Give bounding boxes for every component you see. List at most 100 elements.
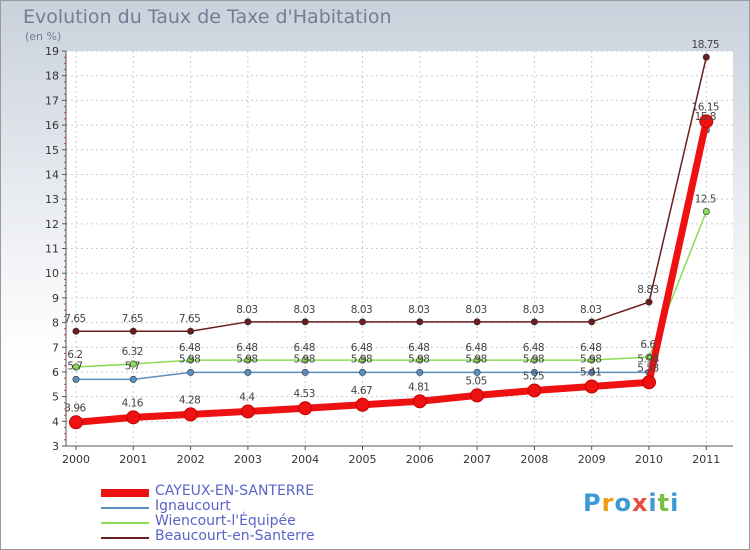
data-label: 4.81 xyxy=(408,381,429,393)
legend-swatch xyxy=(101,489,149,497)
x-tick-label: 2010 xyxy=(635,453,663,466)
x-tick-label: 2003 xyxy=(234,453,262,466)
x-tick-label: 2007 xyxy=(463,453,491,466)
data-label: 3.96 xyxy=(64,402,86,414)
data-label: 6.48 xyxy=(523,342,544,354)
data-point xyxy=(358,368,366,376)
data-label: 8.03 xyxy=(294,304,315,316)
data-point xyxy=(412,394,427,409)
data-label: 6.48 xyxy=(408,342,429,354)
data-point xyxy=(301,318,309,326)
data-label: 4.4 xyxy=(239,391,255,403)
data-label: 6.48 xyxy=(351,342,372,354)
y-tick-label: 15 xyxy=(45,144,59,157)
data-point xyxy=(187,356,195,364)
data-point xyxy=(416,356,424,364)
data-label: 5.98 xyxy=(294,353,315,365)
legend-label: Ignaucourt xyxy=(155,498,231,514)
data-label: 6.32 xyxy=(122,346,143,358)
unit-label: (en %) xyxy=(25,30,62,43)
data-label: 6.48 xyxy=(294,342,315,354)
proxiti-logo: Proxiti xyxy=(583,489,679,517)
data-label: 7.65 xyxy=(64,313,85,325)
data-label: 8.03 xyxy=(351,304,372,316)
x-tick-label: 2001 xyxy=(119,453,147,466)
logo-letter: i xyxy=(670,489,680,517)
data-label: 8.83 xyxy=(637,284,658,296)
logo-letter: i xyxy=(648,489,658,517)
data-point xyxy=(473,318,481,326)
data-point xyxy=(530,318,538,326)
series-line-0 xyxy=(75,120,710,426)
data-point xyxy=(355,397,370,412)
data-label: 5.41 xyxy=(580,367,601,379)
data-point xyxy=(129,375,137,383)
data-point xyxy=(301,356,309,364)
data-point xyxy=(240,404,255,419)
data-label: 5.05 xyxy=(465,375,486,387)
data-point xyxy=(530,356,538,364)
data-point xyxy=(129,360,137,368)
y-tick-label: 14 xyxy=(45,168,59,181)
y-tick-label: 19 xyxy=(45,45,59,58)
data-point xyxy=(530,368,538,376)
data-point xyxy=(527,383,542,398)
series-line-2 xyxy=(75,211,707,368)
data-label: 5.7 xyxy=(125,360,140,372)
data-label: 5.98 xyxy=(236,353,257,365)
y-tick-label: 12 xyxy=(45,218,59,231)
data-point xyxy=(244,318,252,326)
x-tick-label: 2002 xyxy=(177,453,205,466)
logo-letter: P xyxy=(583,489,602,517)
data-point xyxy=(126,410,141,425)
y-tick-label: 8 xyxy=(52,317,59,330)
logo-letter: o xyxy=(614,489,632,517)
data-label: 5.98 xyxy=(408,353,429,365)
data-label: 4.67 xyxy=(351,385,372,397)
logo-letter: x xyxy=(631,489,649,517)
data-label: 5.98 xyxy=(580,353,601,365)
y-tick-label: 7 xyxy=(52,341,59,354)
data-point xyxy=(187,368,195,376)
data-point xyxy=(702,207,710,215)
y-tick-label: 6 xyxy=(52,366,59,379)
data-point xyxy=(473,368,481,376)
chart-title: Evolution du Taux de Taxe d'Habitation xyxy=(23,6,392,28)
data-label: 6.48 xyxy=(465,342,486,354)
data-label: 5.98 xyxy=(351,353,372,365)
legend-label: Wiencourt-l'Équipée xyxy=(155,513,296,529)
legend-swatch xyxy=(101,537,149,539)
data-point xyxy=(129,327,137,335)
data-label: 5.98 xyxy=(523,353,544,365)
x-tick-label: 2009 xyxy=(578,453,606,466)
y-tick-label: 11 xyxy=(45,243,59,256)
data-label: 4.28 xyxy=(179,394,200,406)
legend-label: Beaucourt-en-Santerre xyxy=(155,528,315,544)
data-point xyxy=(645,298,653,306)
data-point xyxy=(702,53,710,61)
data-label: 4.53 xyxy=(294,388,315,400)
data-point xyxy=(588,368,596,376)
data-label: 6.2 xyxy=(67,349,82,361)
data-label: 5.58 xyxy=(637,362,658,374)
data-point xyxy=(470,388,485,403)
data-label: 5.25 xyxy=(523,370,544,382)
data-label: 6.48 xyxy=(236,342,257,354)
x-tick-label: 2000 xyxy=(62,453,90,466)
series-line-3 xyxy=(76,57,708,332)
data-point xyxy=(584,379,599,394)
data-point xyxy=(72,375,80,383)
y-tick-label: 16 xyxy=(45,119,59,132)
data-point xyxy=(473,356,481,364)
y-tick-label: 9 xyxy=(52,292,59,305)
data-label: 4.16 xyxy=(122,397,144,409)
series-line-1 xyxy=(76,129,708,381)
data-label: 16.15 xyxy=(692,101,720,113)
data-point xyxy=(416,368,424,376)
data-label: 18.75 xyxy=(692,39,720,51)
y-tick-label: 17 xyxy=(45,94,59,107)
data-point xyxy=(183,407,198,422)
y-tick-label: 3 xyxy=(52,440,59,453)
logo-letter: t xyxy=(657,489,671,517)
